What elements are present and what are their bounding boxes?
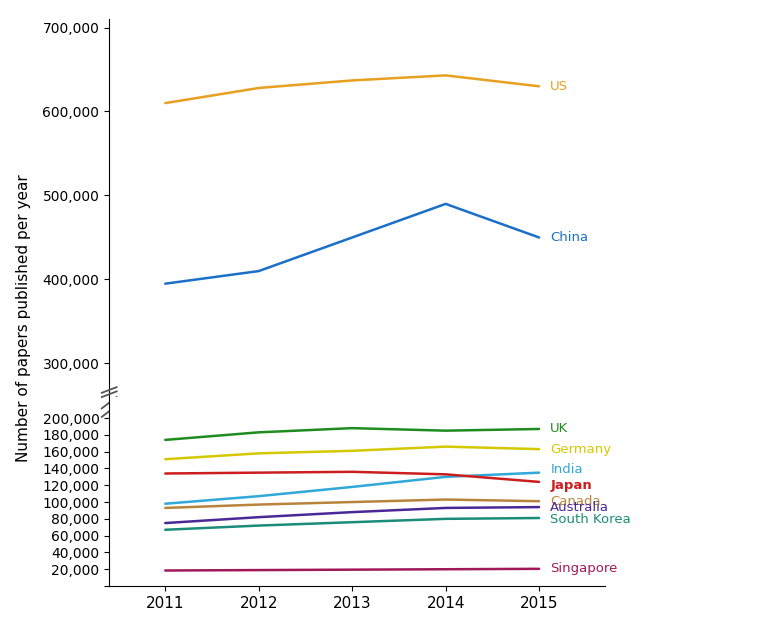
Text: Singapore: Singapore (551, 562, 618, 575)
Text: Germany: Germany (551, 443, 612, 455)
Text: Canada: Canada (551, 495, 601, 508)
Text: UK: UK (551, 422, 569, 436)
Text: South Korea: South Korea (551, 513, 631, 526)
Text: Japan: Japan (551, 479, 592, 492)
Text: Number of papers published per year: Number of papers published per year (16, 175, 31, 462)
Text: India: India (551, 463, 583, 476)
Text: China: China (551, 231, 588, 244)
Text: Australia: Australia (551, 501, 609, 513)
Text: US: US (551, 80, 569, 93)
